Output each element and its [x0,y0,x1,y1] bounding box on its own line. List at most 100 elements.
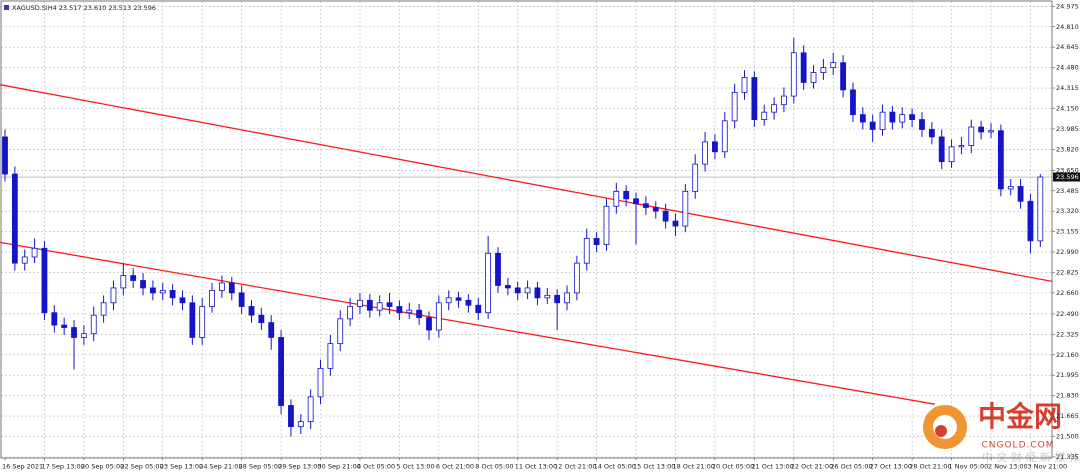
candle-body [850,89,856,116]
trendline [0,84,1053,283]
y-tick-label: 23.985 [1056,125,1079,133]
y-tick-label: 24.480 [1056,64,1079,72]
candle-body [21,256,28,264]
candle-body [623,190,630,200]
candle-body [514,287,521,294]
x-tick-label: 16 Sep 2021 [2,463,43,471]
candle-body [41,247,48,314]
candle-body [633,198,639,205]
candle-body [140,280,146,289]
candle-body [307,396,314,423]
candle-body [90,314,97,335]
y-tick-label: 23.485 [1056,187,1079,195]
candle-body [692,163,699,192]
candle-body [583,238,590,264]
candle-body [554,294,561,304]
candle-body [11,173,18,264]
candle-body [948,146,955,163]
candles [2,37,1044,437]
candle-body [1027,200,1034,242]
candle-body [495,252,501,286]
candle-body [475,304,482,314]
candle-body [2,136,8,175]
candle-body [544,294,551,299]
candle-body [781,95,787,106]
watermark-slogan: 中 文 财 经 新 媒 体 [982,450,1080,464]
candle-body [219,282,225,291]
candle-body [978,126,985,133]
y-tick-label: 21.995 [1056,371,1079,379]
candle-body [899,114,906,123]
x-tick-label: 21 Oct 13:00 [751,463,793,471]
y-tick-label: 21.665 [1056,412,1079,420]
candle-body [80,333,87,338]
candle-body [751,77,758,120]
candle-body [347,306,354,320]
x-tick-label: 2 Nov 13:00 [988,463,1028,471]
candle-body [938,136,945,163]
y-tick-label: 23.820 [1056,145,1079,153]
symbol-icon [4,5,9,10]
candle-body [130,275,137,281]
y-tick-label: 22.660 [1056,289,1079,297]
candle-body [741,77,748,93]
candle-body [721,120,728,153]
candle-body [564,292,570,304]
candle-body [1017,186,1024,202]
candle-body [169,290,176,299]
candle-body [455,297,462,301]
candle-body [712,141,718,153]
candle-body [248,306,255,316]
x-tick-label: 28 Oct 21:00 [909,463,951,471]
current-price-label: 23.596 [1056,173,1079,181]
candle-body [593,238,600,246]
candle-body [919,119,925,130]
candle-body [810,72,817,83]
candle-body [61,324,68,328]
y-tick-label: 24.810 [1056,23,1079,31]
candle-body [958,145,965,148]
y-tick-label: 22.160 [1056,351,1079,359]
candle-body [613,190,620,207]
candle-body [445,297,452,304]
candle-body [426,317,432,331]
x-tick-label: 26 Oct 05:00 [830,463,872,471]
candle-body [357,299,363,307]
x-tick-label: 22 Sep 05:00 [120,463,163,471]
watermark: 中金网 CNGOLD.COM 中 文 财 经 新 媒 体 [923,400,1080,464]
candle-body [643,203,649,208]
y-tick-label: 24.150 [1056,104,1079,112]
candle-body [238,292,245,307]
candle-body [869,121,876,130]
y-tick-label: 22.990 [1056,248,1079,256]
candle-body [288,405,294,427]
x-tick-label: 20 Sep 05:00 [81,463,124,471]
x-tick-label: 27 Oct 13:00 [870,463,912,471]
logo-dot [935,425,947,437]
candle-body [761,111,768,120]
candle-body [968,126,975,146]
candle-body [504,285,511,289]
x-tick-label: 14 Oct 05:00 [594,463,636,471]
candle-body [603,205,610,246]
candle-body [199,306,206,338]
x-tick-label: 15 Oct 13:00 [633,463,675,471]
candle-body [120,275,127,289]
candle-body [159,290,166,294]
x-tick-label: 8 Oct 05:00 [475,463,513,471]
x-tick-label: 4 Oct 05:00 [357,463,395,471]
candle-body [179,297,186,304]
y-tick-label: 23.155 [1056,228,1079,236]
candle-body [889,111,896,123]
candle-body [416,309,423,319]
y-tick-label: 21.500 [1056,432,1079,440]
grid [1,1,1052,458]
plot-frame [0,0,1053,459]
y-tick-label: 23.320 [1056,207,1079,215]
candle-body [435,302,442,331]
candle-body [524,287,531,294]
candle-body [909,114,916,120]
candle-body [840,62,846,91]
watermark-name: 中金网 [978,400,1062,433]
